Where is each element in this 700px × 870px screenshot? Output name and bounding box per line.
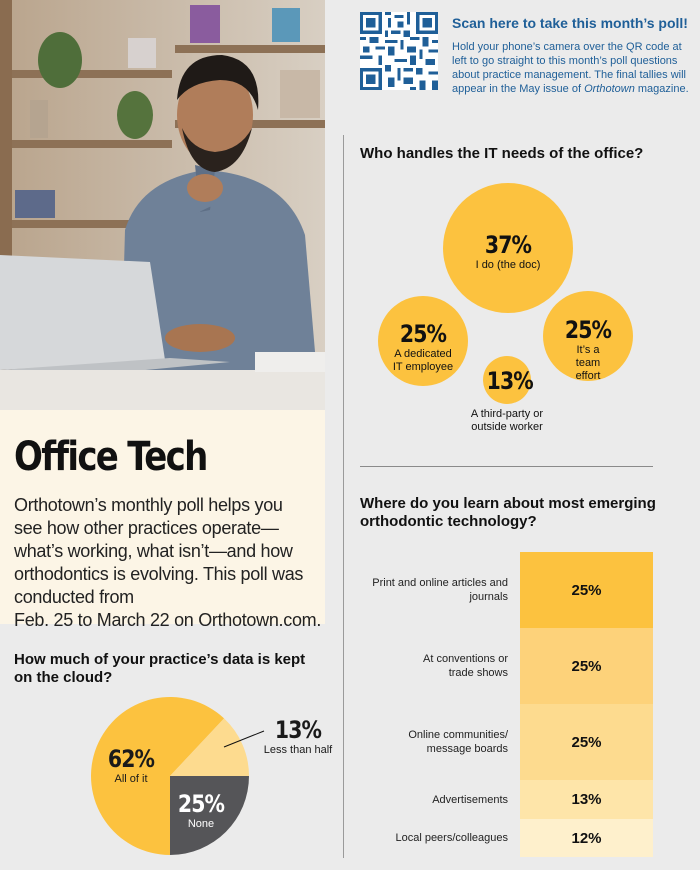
- table-row: Advertisements 13%: [360, 780, 653, 819]
- qr-code-icon[interactable]: [360, 12, 438, 90]
- bubble-third-party: [483, 356, 531, 404]
- pie-all-label: All of it: [114, 773, 148, 785]
- bubble-i-do: [443, 183, 573, 313]
- row-label: Online communities/ message boards: [408, 729, 508, 755]
- column-divider: [343, 135, 344, 858]
- table-row: At conventions or trade shows 25%: [360, 628, 653, 704]
- row-value: 13%: [520, 780, 653, 819]
- bubble-it-employee: [378, 296, 468, 386]
- pie-less-value: 13%: [274, 716, 322, 744]
- intro-text: Orthotown’s monthly poll helps you see h…: [14, 495, 322, 630]
- page-title: Office Tech: [14, 434, 208, 480]
- bubble-third-party-label: A third-party or outside worker: [470, 408, 544, 433]
- row-value: 12%: [520, 819, 653, 857]
- bubble-i-do-label: I do (the doc): [475, 259, 541, 271]
- row-label: Print and online articles and journals: [372, 577, 508, 603]
- bubble-i-do-value: 37%: [484, 231, 532, 259]
- table-row: Print and online articles and journals 2…: [360, 552, 653, 628]
- bubble-team-effort: [543, 291, 633, 381]
- row-value: 25%: [520, 704, 653, 780]
- table-row: Online communities/ message boards 25%: [360, 704, 653, 780]
- cloud-pie-chart: [91, 697, 265, 855]
- bubble-team-effort-value: 25%: [564, 316, 612, 344]
- row-value: 25%: [520, 628, 653, 704]
- poll-cta-body: Hold your phone’s camera over the QR cod…: [452, 41, 689, 95]
- man-at-laptop-illustration: [0, 0, 325, 410]
- table-row: Local peers/colleagues 12%: [360, 819, 653, 857]
- pie-none-value: 25%: [177, 790, 225, 818]
- it-question: Who handles the IT needs of the office?: [360, 145, 644, 162]
- pie-none-label: None: [187, 818, 215, 830]
- section-divider: [360, 466, 653, 467]
- pie-slice-less-than-half: [170, 718, 249, 776]
- bubble-team-effort-label: It’s a team effort: [575, 344, 601, 382]
- row-value: 25%: [520, 552, 653, 628]
- bubble-it-employee-label: A dedicated IT employee: [392, 348, 454, 373]
- pie-all-value: 62%: [107, 745, 155, 773]
- intro-panel: Office Tech Orthotown’s monthly poll hel…: [0, 410, 325, 630]
- poll-cta-title: Scan here to take this month’s poll!: [452, 15, 688, 31]
- pie-less-label: Less than half: [263, 744, 333, 756]
- bubble-third-party-value: 13%: [486, 367, 534, 395]
- learn-question: Where do you learn about most emerging o…: [360, 495, 656, 530]
- bubble-it-employee-value: 25%: [399, 320, 447, 348]
- row-label: Advertisements: [432, 793, 508, 806]
- hero-photo: [0, 0, 325, 410]
- row-label: At conventions or trade shows: [423, 653, 508, 679]
- callout-line: [223, 730, 265, 748]
- pie-slice-none: [170, 776, 249, 855]
- cloud-question: How much of your practice’s data is kept…: [14, 651, 306, 686]
- row-label: Local peers/colleagues: [395, 832, 508, 844]
- pie-slice-all-of-it: [91, 697, 225, 855]
